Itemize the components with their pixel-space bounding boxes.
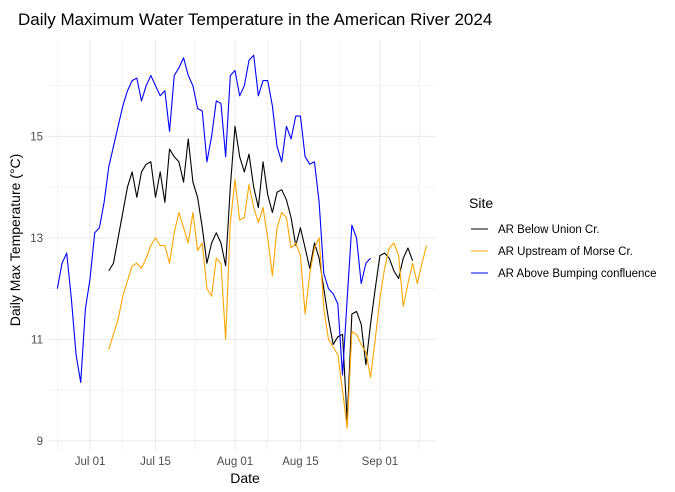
legend-label-1: AR Below Union Cr. bbox=[498, 224, 600, 236]
legend-title: Site bbox=[469, 195, 493, 211]
chart-title: Daily Maximum Water Temperature in the A… bbox=[18, 10, 492, 29]
x-axis-ticks: Jul 01 Jul 15 Aug 01 Aug 15 Sep 01 bbox=[75, 456, 398, 468]
y-tick-label: 11 bbox=[31, 334, 43, 346]
series-lines bbox=[56, 54, 428, 429]
x-tick-label: Aug 01 bbox=[217, 456, 253, 468]
legend: Site AR Below Union Cr. AR Upstream of Mo… bbox=[469, 195, 657, 280]
legend-label-2: AR Upstream of Morse Cr. bbox=[498, 246, 633, 258]
x-tick-label: Sep 01 bbox=[362, 456, 398, 468]
y-axis-title: Daily Max Temperature (°C) bbox=[7, 154, 23, 327]
series-line-3 bbox=[56, 54, 371, 384]
x-tick-label: Jul 15 bbox=[140, 456, 171, 468]
x-tick-label: Jul 01 bbox=[75, 456, 106, 468]
y-axis-ticks: 9 11 13 15 bbox=[30, 131, 43, 447]
x-tick-label: Aug 15 bbox=[282, 456, 318, 468]
series-line-1 bbox=[108, 125, 414, 422]
x-axis-title: Date bbox=[230, 470, 260, 486]
legend-label-3: AR Above Bumping confluence bbox=[498, 268, 657, 280]
y-tick-label: 13 bbox=[30, 233, 43, 245]
y-tick-label: 15 bbox=[30, 131, 43, 143]
y-tick-label: 9 bbox=[37, 436, 43, 448]
grid bbox=[48, 40, 436, 451]
series-line-2 bbox=[108, 178, 428, 429]
